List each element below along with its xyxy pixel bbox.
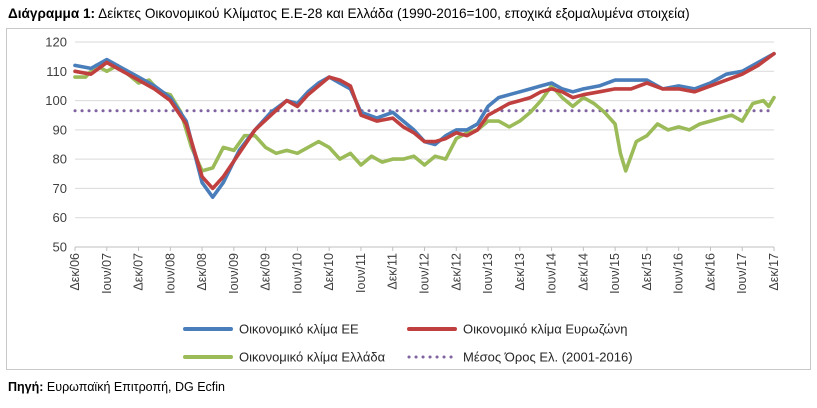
y-tick-label: 80 [53, 152, 67, 167]
x-tick-label: Δεκ/11 [386, 253, 400, 290]
y-tick-label: 110 [46, 64, 67, 79]
y-tick-label: 60 [53, 210, 67, 225]
x-tick-label: Δεκ/16 [703, 253, 717, 291]
x-tick-label: Δεκ/14 [576, 253, 590, 291]
caption-text: Δείκτες Οικονομικού Κλίματος Ε.Ε-28 και … [95, 6, 690, 21]
series-line-eu [73, 51, 776, 199]
x-tick-label: Δεκ/06 [68, 253, 82, 291]
x-tick-label: Δεκ/10 [322, 253, 336, 291]
x-tick-label: Δεκ/12 [449, 253, 463, 291]
y-tick-label: 70 [53, 181, 67, 196]
x-tick-label: Δεκ/17 [767, 253, 781, 291]
x-tick-label: Ιουν/11 [354, 253, 368, 293]
x-tick-label: Ιουν/16 [672, 253, 686, 294]
y-tick-label: 100 [45, 93, 67, 108]
x-tick-label: Ιουν/12 [418, 253, 432, 294]
y-tick-label: 50 [53, 240, 67, 255]
x-tick-label: Ιουν/08 [163, 253, 177, 294]
source-note: Πηγή: Ευρωπαϊκή Επιτροπή, DG Ecfin [8, 380, 225, 394]
legend-label-avg: Μέσος Όρος Ελ. (2001-2016) [463, 350, 633, 365]
x-tick-label: Ιουν/14 [545, 253, 559, 294]
x-tick-label: Ιουν/15 [608, 253, 622, 294]
x-tick-label: Δεκ/08 [195, 253, 209, 291]
series-line-ez [73, 51, 776, 191]
legend-label-gr: Οικονομικό κλίμα Ελλάδα [239, 350, 386, 365]
line-chart: 50 60 70 80 90 100 110 120 Δεκ/06 Ιουν/07 Δεκ/07 Ιο… [45, 35, 781, 365]
figure-caption: Διάγραμμα 1: Δείκτες Οικονομικού Κλίματο… [8, 6, 690, 21]
chart-frame: 50 60 70 80 90 100 110 120 Δεκ/06 Ιουν/07 Δεκ/07 Ιο… [6, 28, 811, 370]
y-tick-label: 90 [53, 122, 67, 137]
x-tick-label: Δεκ/07 [132, 253, 146, 291]
x-tick-label: Ιουν/07 [100, 253, 114, 294]
caption-label: Διάγραμμα 1: [8, 6, 96, 21]
source-text: Ευρωπαϊκή Επιτροπή, DG Ecfin [43, 380, 225, 394]
x-tick-label: Δεκ/09 [259, 253, 273, 291]
x-tick-label: Ιουν/13 [481, 253, 495, 294]
x-tick-label: Ιουν/09 [227, 253, 241, 294]
x-tick-label: Δεκ/15 [640, 253, 654, 291]
x-tick-label: Δεκ/13 [513, 253, 527, 291]
x-tick-label: Ιουν/10 [290, 253, 304, 294]
series-line-gr [73, 63, 776, 173]
x-tick-label: Ιουν/17 [735, 253, 749, 294]
legend-label-ez: Οικονομικό κλίμα Ευρωζώνη [463, 322, 627, 337]
y-tick-label: 120 [45, 35, 67, 50]
source-label: Πηγή: [8, 380, 44, 394]
legend-label-eu: Οικονομικό κλίμα ΕΕ [239, 322, 359, 337]
